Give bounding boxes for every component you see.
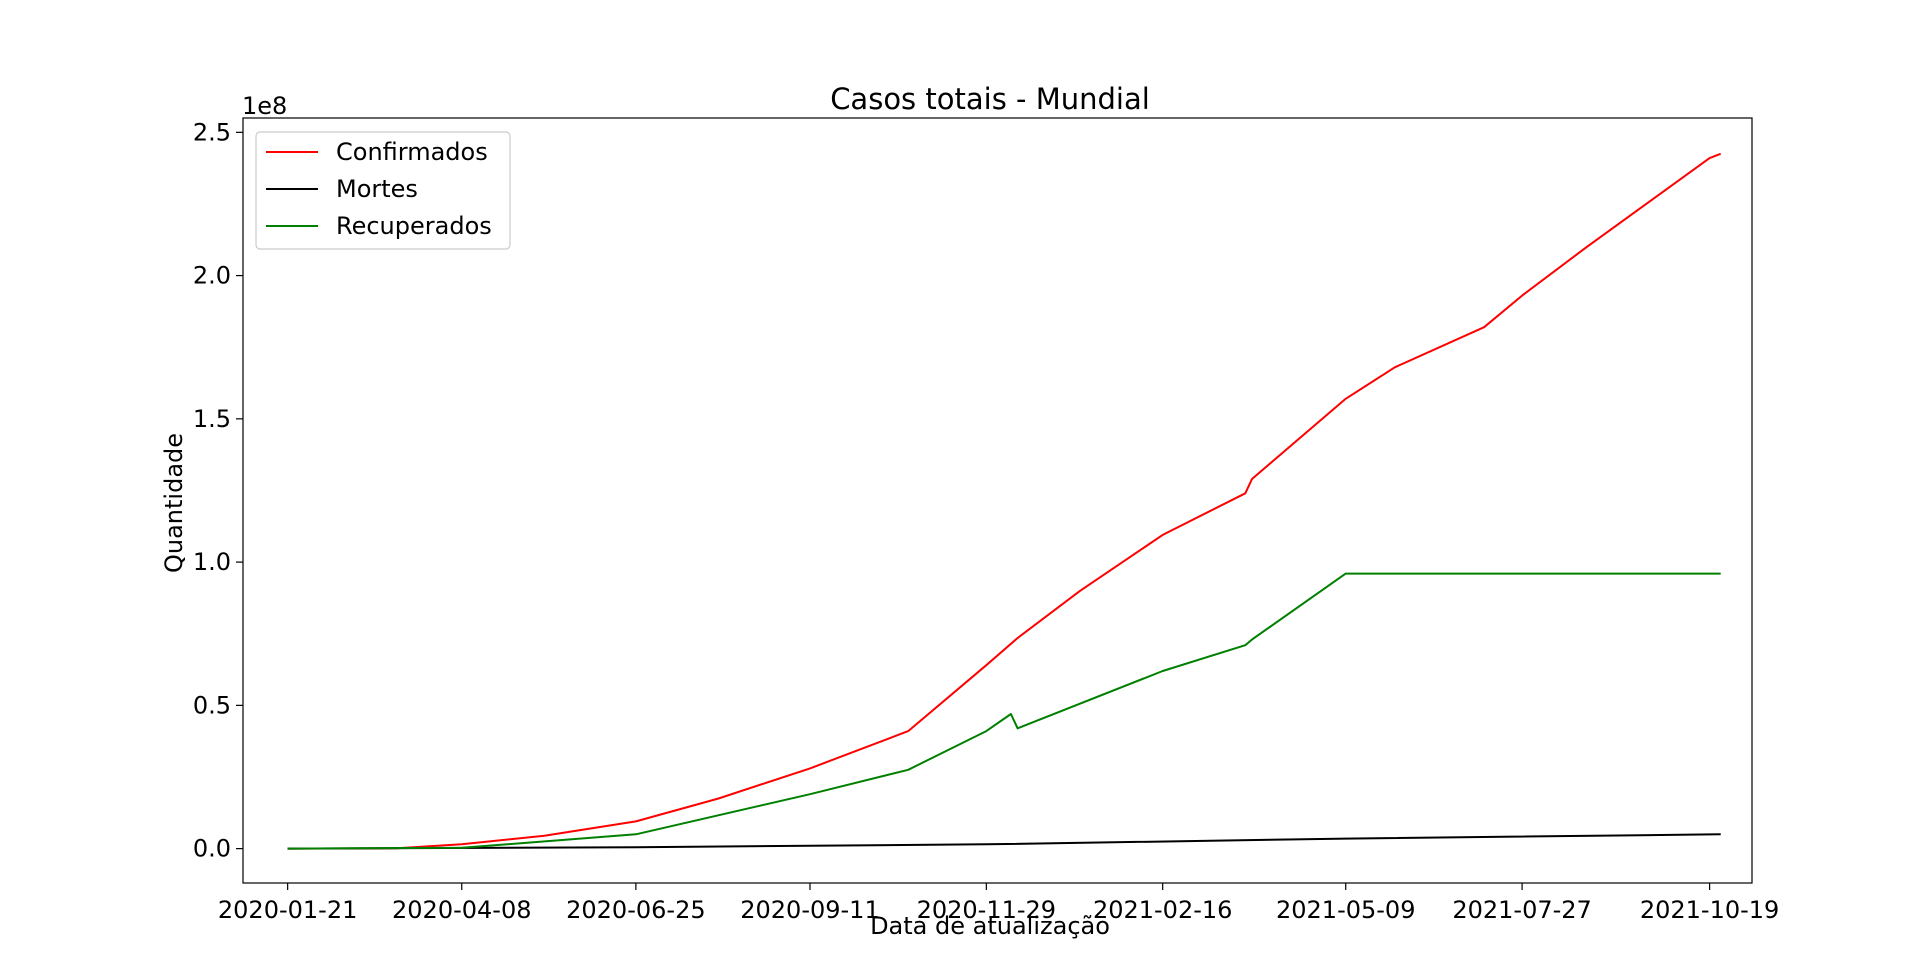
legend: Confirmados Mortes Recuperados xyxy=(255,131,511,250)
y-tick-label: 0.0 xyxy=(193,835,231,863)
y-tick-label: 2.5 xyxy=(193,118,231,146)
series-line-confirmados xyxy=(287,152,1722,850)
x-tick-label: 2021-02-16 xyxy=(1093,896,1232,924)
x-tick-label: 2021-07-27 xyxy=(1452,896,1591,924)
x-tick-label: 2021-05-09 xyxy=(1276,896,1415,924)
legend-label: Confirmados xyxy=(336,138,488,166)
legend-label: Recuperados xyxy=(336,212,492,240)
y-tick-label: 1.5 xyxy=(193,405,231,433)
x-tick-label: 2020-09-11 xyxy=(740,896,879,924)
y-tick-label: 0.5 xyxy=(193,691,231,719)
x-axis-label: Data de atualização xyxy=(870,912,1110,940)
y-axis-ticks: 0.0 0.5 1.0 1.5 2.0 2.5 xyxy=(193,118,243,863)
chart-title: Casos totais - Mundial xyxy=(830,82,1150,116)
y-tick-label: 1.0 xyxy=(193,548,231,576)
legend-box xyxy=(255,131,511,250)
x-tick-label: 2020-04-08 xyxy=(392,896,531,924)
x-tick-label: 2020-11-29 xyxy=(917,896,1056,924)
series-layer xyxy=(287,152,1722,850)
y-axis-label: Quantidade xyxy=(160,433,188,573)
x-tick-label: 2020-06-25 xyxy=(566,896,705,924)
y-tick-label: 2.0 xyxy=(193,262,231,290)
x-axis-ticks: 2020-01-21 2020-04-08 2020-06-25 2020-09-11… xyxy=(218,883,1779,924)
plot-frame xyxy=(242,117,1753,884)
x-tick-label: 2021-10-19 xyxy=(1640,896,1779,924)
series-line-mortes xyxy=(287,833,1721,850)
x-tick-label: 2020-01-21 xyxy=(218,896,357,924)
series-line-recuperados xyxy=(287,572,1721,850)
y-offset-label: 1e8 xyxy=(242,92,287,120)
legend-label: Mortes xyxy=(336,175,418,203)
